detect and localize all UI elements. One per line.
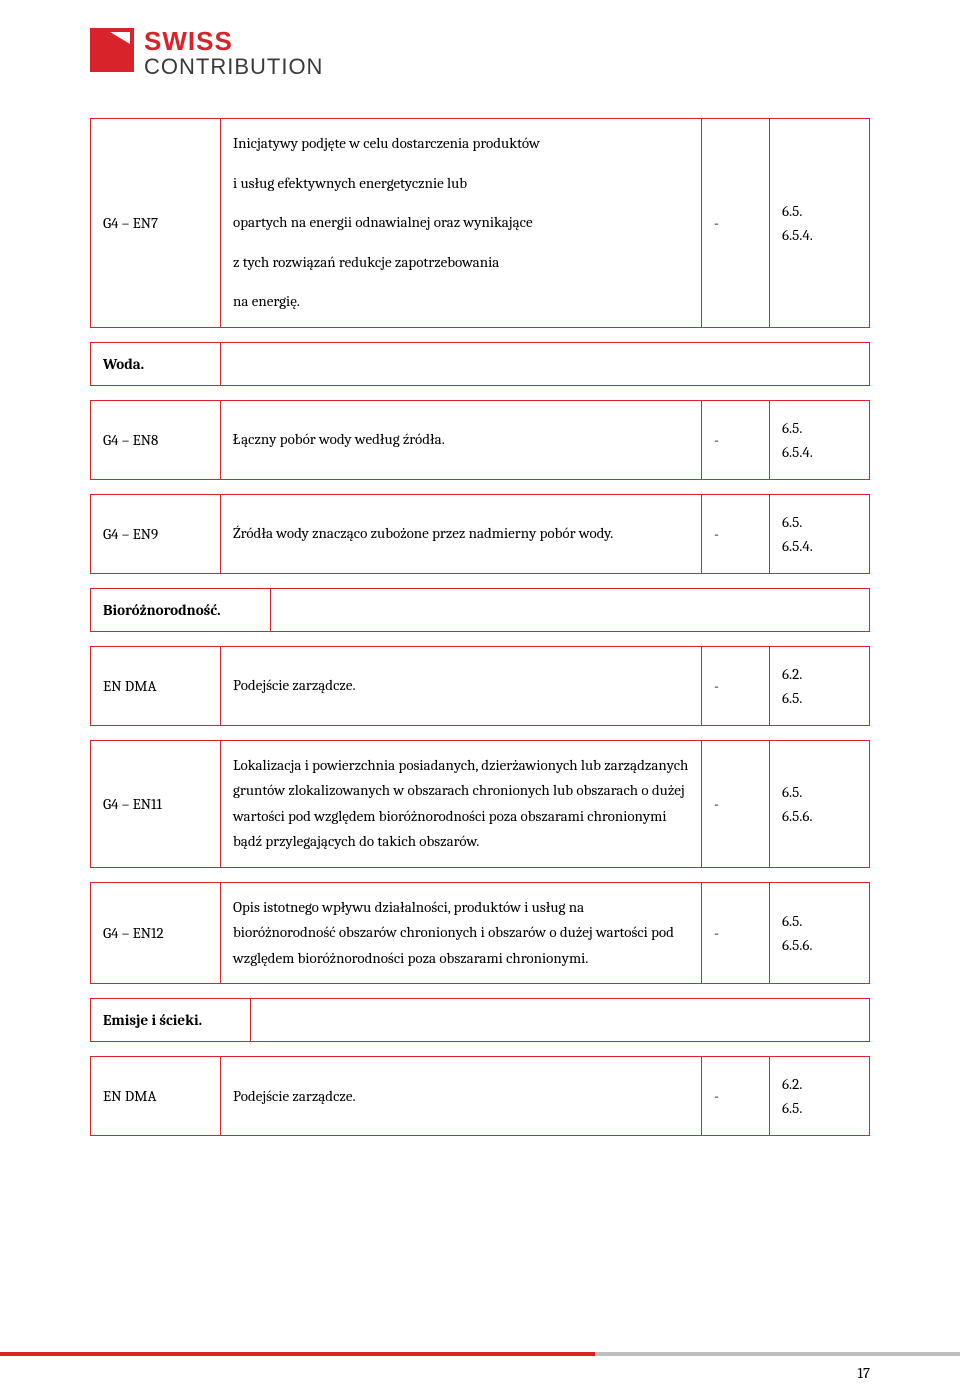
indicator-refs: 6.2. 6.5. bbox=[770, 646, 870, 725]
code-text: G4 – EN7 bbox=[103, 214, 158, 232]
indicator-code: G4 – EN7 bbox=[91, 119, 221, 328]
table-row: G4 – EN12 Opis istotnego wpływu działaln… bbox=[91, 882, 870, 984]
ref-text: 6.5. bbox=[782, 783, 857, 801]
logo-line-2: CONTRIBUTION bbox=[144, 55, 323, 78]
indicator-code: G4 – EN12 bbox=[91, 882, 221, 984]
desc-line: i usług efektywnych energetycznie lub bbox=[233, 171, 689, 197]
desc-line: na energię. bbox=[233, 289, 689, 315]
footer-rule bbox=[0, 1352, 960, 1356]
section-empty bbox=[271, 588, 870, 631]
ref-text: 6.5. bbox=[782, 912, 857, 930]
ref-text: 6.5.6. bbox=[782, 807, 857, 825]
logo-text: SWISS CONTRIBUTION bbox=[144, 28, 323, 78]
indicator-code: G4 – EN8 bbox=[91, 400, 221, 479]
indicator-table-top: G4 – EN7 Inicjatywy podjęte w celu dosta… bbox=[90, 118, 870, 328]
ref-text: 6.5.6. bbox=[782, 936, 857, 954]
indicator-description: Podejście zarządcze. bbox=[221, 1057, 702, 1136]
page-number: 17 bbox=[858, 1364, 870, 1382]
indicator-table-bio-1: EN DMA Podejście zarządcze. - 6.2. 6.5. bbox=[90, 646, 870, 726]
section-empty bbox=[251, 999, 870, 1042]
indicator-table-woda-2: G4 – EN9 Źródła wody znacząco zubożone p… bbox=[90, 494, 870, 574]
indicator-description: Źródła wody znacząco zubożone przez nadm… bbox=[221, 494, 702, 573]
section-label: Woda. bbox=[91, 342, 221, 385]
indicator-description: Podejście zarządcze. bbox=[221, 646, 702, 725]
indicator-code: G4 – EN9 bbox=[91, 494, 221, 573]
indicator-description: Opis istotnego wpływu działalności, prod… bbox=[221, 882, 702, 984]
table-row: G4 – EN8 Łączny pobór wody według źródła… bbox=[91, 400, 870, 479]
section-header-bio: Bioróżnorodność. bbox=[90, 588, 870, 632]
indicator-status: - bbox=[702, 646, 770, 725]
ref-text: 6.5. bbox=[782, 202, 857, 220]
section-label: Bioróżnorodność. bbox=[91, 588, 271, 631]
section-label: Emisje i ścieki. bbox=[91, 999, 251, 1042]
indicator-table-woda-1: G4 – EN8 Łączny pobór wody według źródła… bbox=[90, 400, 870, 480]
indicator-code: G4 – EN11 bbox=[91, 740, 221, 867]
indicator-refs: 6.5. 6.5.6. bbox=[770, 740, 870, 867]
swiss-flag-icon bbox=[90, 28, 134, 72]
indicator-status: - bbox=[702, 119, 770, 328]
desc-line: opartych na energii odnawialnej oraz wyn… bbox=[233, 210, 689, 236]
section-row: Emisje i ścieki. bbox=[91, 999, 870, 1042]
footer-rule-grey bbox=[595, 1352, 960, 1356]
table-row: EN DMA Podejście zarządcze. - 6.2. 6.5. bbox=[91, 646, 870, 725]
indicator-refs: 6.5. 6.5.4. bbox=[770, 400, 870, 479]
ref-text: 6.5. bbox=[782, 513, 857, 531]
desc-line: Inicjatywy podjęte w celu dostarczenia p… bbox=[233, 131, 689, 157]
indicator-status: - bbox=[702, 882, 770, 984]
indicator-code: EN DMA bbox=[91, 646, 221, 725]
indicator-table-bio-3: G4 – EN12 Opis istotnego wpływu działaln… bbox=[90, 882, 870, 985]
indicator-code: EN DMA bbox=[91, 1057, 221, 1136]
page: SWISS CONTRIBUTION G4 – EN7 Inicjatywy p… bbox=[0, 0, 960, 1400]
indicator-description: Łączny pobór wody według źródła. bbox=[221, 400, 702, 479]
table-row: G4 – EN11 Lokalizacja i powierzchnia pos… bbox=[91, 740, 870, 867]
indicator-refs: 6.2. 6.5. bbox=[770, 1057, 870, 1136]
indicator-refs: 6.5. 6.5.4. bbox=[770, 119, 870, 328]
table-row: G4 – EN7 Inicjatywy podjęte w celu dosta… bbox=[91, 119, 870, 328]
section-row: Woda. bbox=[91, 342, 870, 385]
section-header-emisje: Emisje i ścieki. bbox=[90, 998, 870, 1042]
ref-text: 6.5. bbox=[782, 1099, 857, 1117]
ref-text: 6.2. bbox=[782, 665, 857, 683]
indicator-description: Lokalizacja i powierzchnia posiadanych, … bbox=[221, 740, 702, 867]
indicator-refs: 6.5. 6.5.6. bbox=[770, 882, 870, 984]
indicator-table-emisje-1: EN DMA Podejście zarządcze. - 6.2. 6.5. bbox=[90, 1056, 870, 1136]
section-header-woda: Woda. bbox=[90, 342, 870, 386]
section-row: Bioróżnorodność. bbox=[91, 588, 870, 631]
indicator-status: - bbox=[702, 740, 770, 867]
logo-line-1: SWISS bbox=[144, 28, 323, 55]
desc-line: z tych rozwiązań redukcje zapotrzebowani… bbox=[233, 250, 689, 276]
section-empty bbox=[221, 342, 870, 385]
table-row: G4 – EN9 Źródła wody znacząco zubożone p… bbox=[91, 494, 870, 573]
indicator-description: Inicjatywy podjęte w celu dostarczenia p… bbox=[221, 119, 702, 328]
table-row: EN DMA Podejście zarządcze. - 6.2. 6.5. bbox=[91, 1057, 870, 1136]
indicator-refs: 6.5. 6.5.4. bbox=[770, 494, 870, 573]
indicator-status: - bbox=[702, 1057, 770, 1136]
brand-logo: SWISS CONTRIBUTION bbox=[90, 28, 870, 78]
indicator-status: - bbox=[702, 400, 770, 479]
footer-rule-red bbox=[0, 1352, 595, 1356]
ref-text: 6.5. bbox=[782, 419, 857, 437]
ref-text: 6.2. bbox=[782, 1075, 857, 1093]
indicator-table-bio-2: G4 – EN11 Lokalizacja i powierzchnia pos… bbox=[90, 740, 870, 868]
indicator-status: - bbox=[702, 494, 770, 573]
ref-text: 6.5.4. bbox=[782, 537, 857, 555]
ref-text: 6.5.4. bbox=[782, 443, 857, 461]
ref-text: 6.5. bbox=[782, 689, 857, 707]
ref-text: 6.5.4. bbox=[782, 226, 857, 244]
